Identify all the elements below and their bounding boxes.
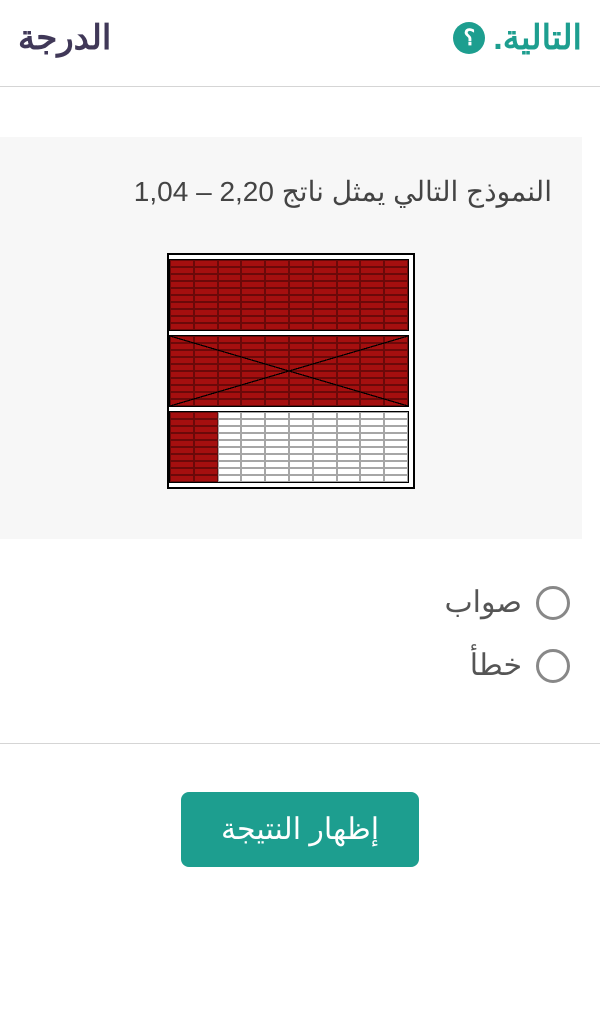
help-icon[interactable]: ؟ <box>453 22 485 54</box>
tab-next-label: التالية. <box>493 18 582 58</box>
tab-score[interactable]: الدرجة <box>18 18 111 58</box>
decimal-grid-diagram <box>167 253 415 489</box>
radio-icon <box>536 649 570 683</box>
tab-next[interactable]: التالية. ؟ <box>453 18 582 58</box>
option-false[interactable]: خطأ <box>470 648 570 683</box>
question-text: النموذج التالي يمثل ناتج 2,20 – 1,04 <box>30 171 552 213</box>
tab-score-label: الدرجة <box>18 19 111 57</box>
answer-options: صواب خطأ <box>0 585 570 683</box>
option-true[interactable]: صواب <box>444 585 570 620</box>
grid-block-partial <box>169 411 409 483</box>
show-result-button[interactable]: إظهار النتيجة <box>181 792 419 867</box>
divider <box>0 743 600 744</box>
grid-block-full-1 <box>169 259 409 331</box>
button-row: إظهار النتيجة <box>0 792 600 867</box>
option-label: صواب <box>444 585 522 620</box>
option-label: خطأ <box>470 648 522 683</box>
header-bar: التالية. ؟ الدرجة <box>0 0 600 87</box>
button-label: إظهار النتيجة <box>221 813 379 846</box>
grid-block-full-2-crossed <box>169 335 409 407</box>
diagram-container <box>30 253 552 489</box>
radio-icon <box>536 586 570 620</box>
question-card: النموذج التالي يمثل ناتج 2,20 – 1,04 <box>0 137 582 539</box>
